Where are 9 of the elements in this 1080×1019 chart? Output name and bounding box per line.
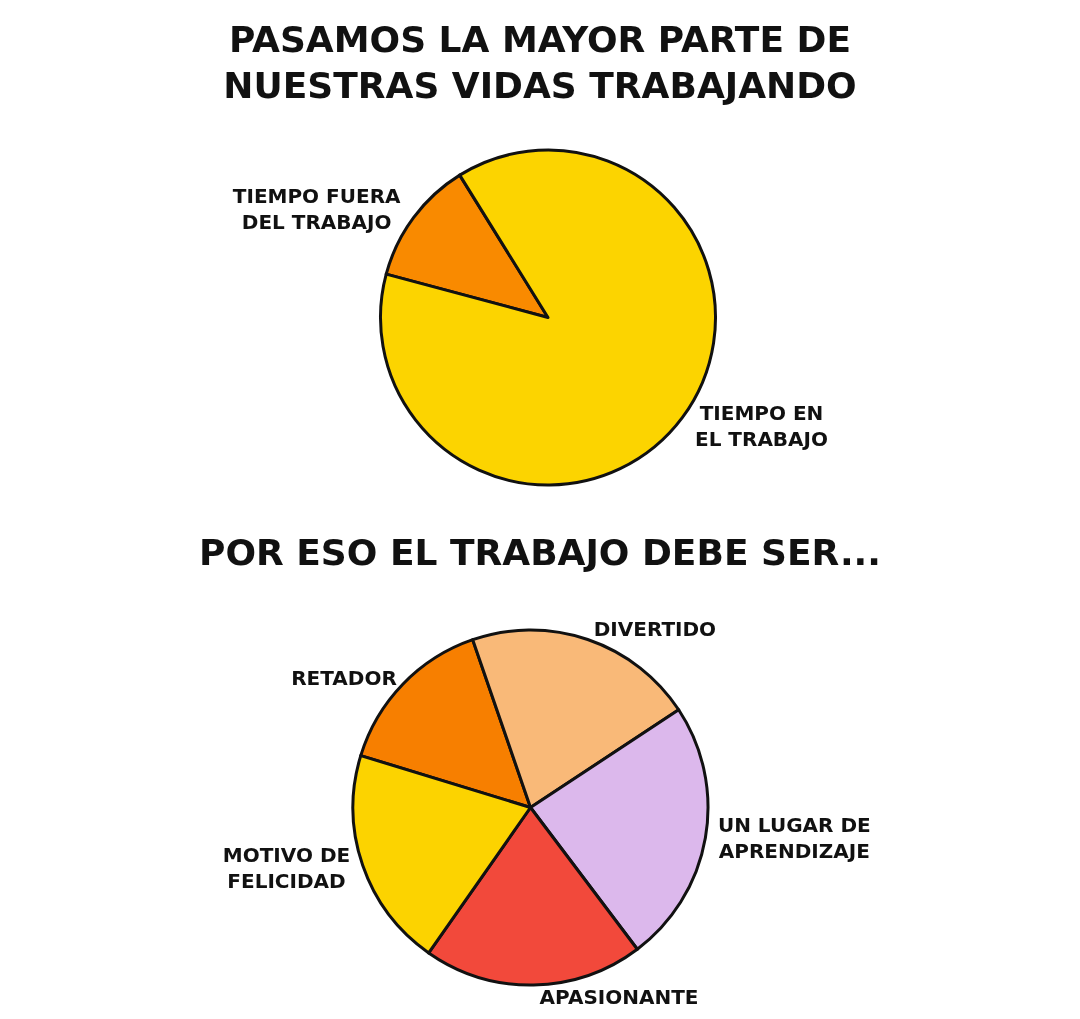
slice-label: TIEMPO FUERA DEL TRABAJO (232, 183, 402, 234)
slice-label: DIVERTIDO (593, 616, 717, 641)
chart-title: POR ESO EL TRABAJO DEBE SER... (199, 532, 881, 574)
slice-label: APASIONANTE (539, 984, 699, 1009)
slice-label: RETADOR (291, 666, 397, 691)
chart-title: PASAMOS LA MAYOR PARTE DE NUESTRAS VIDAS TRABAJANDO (223, 18, 857, 107)
slice-label: TIEMPO EN EL TRABAJO (694, 401, 829, 452)
slice-label: MOTIVO DE FELICIDAD (222, 842, 351, 893)
slice-label: UN LUGAR DE APRENDIZAJE (717, 813, 871, 864)
